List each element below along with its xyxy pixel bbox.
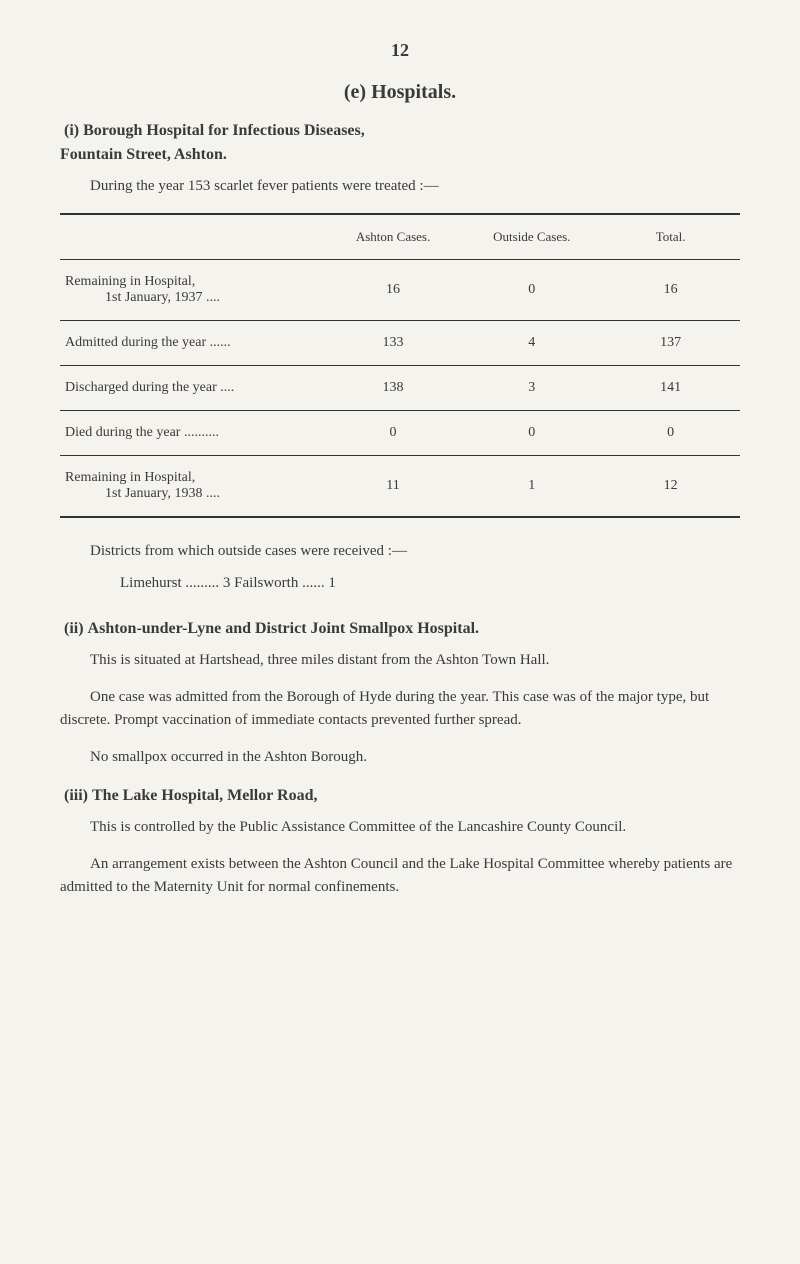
table-header-total: Total.: [601, 214, 740, 260]
page-number: 12: [60, 40, 740, 61]
table-header-ashton: Ashton Cases.: [324, 214, 463, 260]
cell-ashton: 133: [324, 320, 463, 365]
cell-total: 137: [601, 320, 740, 365]
row-label: Discharged during the year ....: [60, 365, 324, 410]
cell-ashton: 138: [324, 365, 463, 410]
cases-table: Ashton Cases. Outside Cases. Total. Rema…: [60, 213, 740, 518]
row-sublabel: 1st January, 1938 ....: [65, 486, 220, 501]
sub-iii-roman: (iii): [64, 787, 88, 804]
section-letter: (e): [344, 81, 366, 103]
sub-ii-title: Ashton-under-Lyne and District Joint Sma…: [88, 620, 479, 637]
sub-i-title-line2: Fountain Street, Ashton.: [60, 146, 227, 163]
table-row: Admitted during the year ...... 133 4 13…: [60, 320, 740, 365]
subsection-iii-heading: (iii) The Lake Hospital, Mellor Road,: [60, 784, 740, 808]
cell-outside: 4: [462, 320, 601, 365]
cell-ashton: 0: [324, 410, 463, 455]
sub-ii-roman: (ii): [64, 620, 84, 637]
cell-ashton: 16: [324, 259, 463, 320]
cell-outside: 0: [462, 259, 601, 320]
sub-i-intro: During the year 153 scarlet fever patien…: [60, 175, 740, 198]
table-row: Died during the year .......... 0 0 0: [60, 410, 740, 455]
districts-list: Limehurst ......... 3 Failsworth ...... …: [60, 575, 740, 592]
row-sublabel: 1st January, 1937 ....: [65, 290, 220, 305]
sub-i-title-line1: Borough Hospital for Infectious Diseases…: [83, 122, 365, 139]
cell-total: 0: [601, 410, 740, 455]
sub-i-roman: (i): [64, 122, 79, 139]
section-title: (e) Hospitals.: [60, 81, 740, 104]
table-header-blank: [60, 214, 324, 260]
table-row: Remaining in Hospital, 1st January, 1937…: [60, 259, 740, 320]
row-label: Remaining in Hospital,: [65, 470, 195, 485]
cell-outside: 1: [462, 455, 601, 517]
section-title-text: Hospitals.: [371, 81, 456, 103]
row-label: Died during the year ..........: [60, 410, 324, 455]
districts-intro: Districts from which outside cases were …: [60, 543, 740, 560]
subsection-i-heading: (i) Borough Hospital for Infectious Dise…: [60, 119, 740, 167]
cell-total: 141: [601, 365, 740, 410]
row-label: Remaining in Hospital,: [65, 274, 195, 289]
sub-ii-para3: No smallpox occurred in the Ashton Borou…: [60, 746, 740, 769]
sub-iii-title: The Lake Hospital, Mellor Road,: [92, 787, 318, 804]
cell-total: 12: [601, 455, 740, 517]
row-label: Admitted during the year ......: [60, 320, 324, 365]
cell-total: 16: [601, 259, 740, 320]
sub-ii-para2: One case was admitted from the Borough o…: [60, 686, 740, 731]
cell-outside: 3: [462, 365, 601, 410]
table-row: Discharged during the year .... 138 3 14…: [60, 365, 740, 410]
subsection-ii-heading: (ii) Ashton-under-Lyne and District Join…: [60, 617, 740, 641]
sub-iii-para1: This is controlled by the Public Assista…: [60, 816, 740, 839]
cell-outside: 0: [462, 410, 601, 455]
table-row: Remaining in Hospital, 1st January, 1938…: [60, 455, 740, 517]
cell-ashton: 11: [324, 455, 463, 517]
sub-iii-para2: An arrangement exists between the Ashton…: [60, 853, 740, 898]
table-header-outside: Outside Cases.: [462, 214, 601, 260]
sub-ii-para1: This is situated at Hartshead, three mil…: [60, 649, 740, 672]
